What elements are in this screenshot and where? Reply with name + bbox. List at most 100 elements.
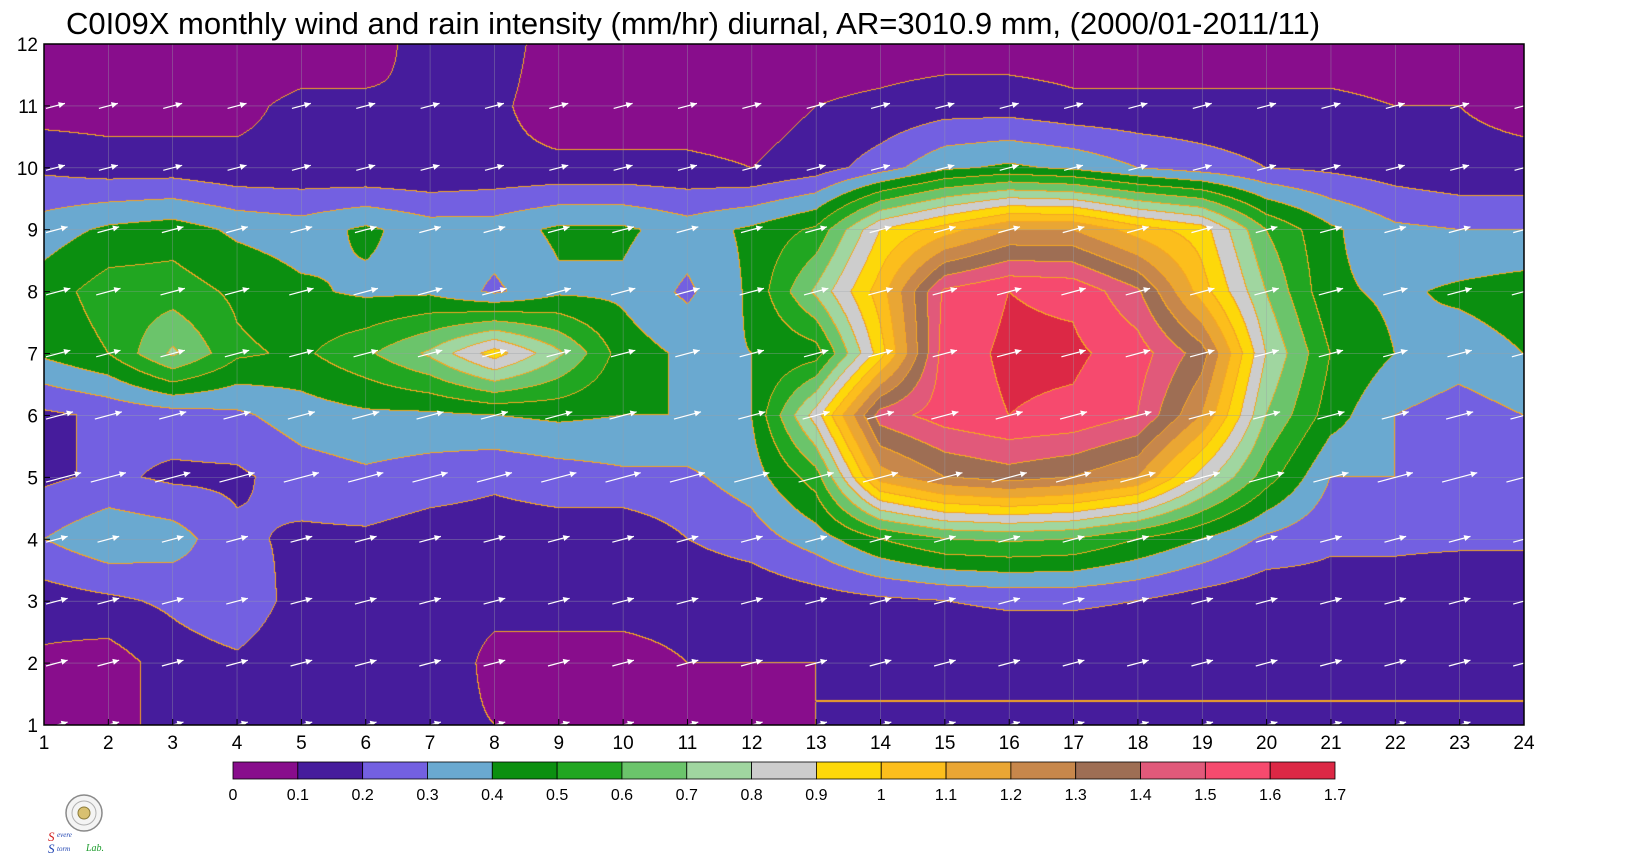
logo-lab-text: Lab. <box>85 843 104 854</box>
wind-arrow <box>290 658 313 667</box>
wind-arrow <box>1319 596 1342 605</box>
wind-arrow <box>356 163 376 171</box>
x-tick-label: 8 <box>489 733 500 754</box>
wind-arrow <box>1447 287 1472 296</box>
wind-arrow <box>547 658 570 667</box>
wind-arrow <box>1450 102 1470 110</box>
wind-arrow <box>419 658 442 667</box>
wind-arrow <box>1448 225 1471 234</box>
wind-arrow <box>1191 535 1214 543</box>
wind-arrow <box>290 535 313 543</box>
x-tick-label: 2 <box>103 733 114 754</box>
wind-arrow <box>1124 410 1152 420</box>
x-tick-label: 1 <box>39 733 50 754</box>
x-tick-label: 15 <box>934 733 955 754</box>
x-tick-label: 13 <box>806 733 827 754</box>
wind-arrow <box>163 163 183 171</box>
colorbar-tick-label: 1.7 <box>1324 787 1346 804</box>
wind-arrow <box>1448 596 1471 605</box>
wind-arrow <box>90 471 127 483</box>
colorbar-tick-label: 1 <box>877 787 886 804</box>
colorbar-tick-label: 0 <box>229 787 238 804</box>
wind-arrow <box>97 535 120 543</box>
wind-arrow <box>991 471 1027 483</box>
wind-arrow <box>933 596 956 605</box>
wind-arrow <box>998 658 1021 667</box>
wind-arrow <box>933 535 956 543</box>
wind-arrow <box>1061 287 1086 296</box>
wind-arrow <box>476 471 513 483</box>
wind-arrow <box>868 287 893 296</box>
wind-arrow <box>45 287 71 296</box>
wind-arrow <box>161 658 184 667</box>
x-tick-label: 11 <box>678 733 698 754</box>
wind-arrow <box>1385 102 1405 110</box>
wind-arrow <box>482 348 507 358</box>
wind-arrow <box>868 348 893 358</box>
wind-arrow <box>931 410 959 420</box>
wind-arrow <box>98 102 118 110</box>
wind-arrow <box>675 348 700 358</box>
y-tick-label: 1 <box>27 716 38 737</box>
wind-arrow <box>1318 348 1344 358</box>
wind-arrow <box>291 102 312 110</box>
wind-arrow <box>1192 163 1212 171</box>
wind-arrow <box>1126 658 1149 667</box>
colorbar-swatch <box>686 761 752 780</box>
wind-arrow <box>549 102 569 110</box>
wind-arrow <box>869 658 892 667</box>
wind-arrow <box>1255 225 1278 234</box>
wind-arrow <box>290 225 313 234</box>
wind-arrow <box>45 596 68 605</box>
wind-arrow <box>1128 163 1148 171</box>
wind-arrow <box>484 163 505 171</box>
seal-center <box>77 806 91 820</box>
logo-storm-initial: S <box>48 841 55 855</box>
y-tick-label: 5 <box>27 468 38 489</box>
x-tick-label: 19 <box>1192 733 1213 754</box>
wind-arrow <box>612 596 635 605</box>
colorbar: 0 0.1 0.2 0.3 0.4 0.5 0.6 0.7 0.8 0.9 1 1.1 1.2 1.3 1.… <box>229 761 1346 804</box>
wind-arrow <box>227 102 247 110</box>
wind-arrow <box>935 102 955 110</box>
wind-arrow <box>541 471 577 483</box>
wind-arrow <box>226 658 249 667</box>
wind-arrow <box>1255 596 1278 605</box>
colorbar-tick-label: 0.4 <box>481 787 503 804</box>
colorbar-swatch <box>427 761 493 780</box>
wind-arrow <box>98 163 118 171</box>
wind-arrow <box>483 658 506 667</box>
wind-arrow <box>1321 163 1341 171</box>
wind-arrow <box>96 287 121 296</box>
wind-arrow <box>45 225 68 234</box>
wind-arrow <box>1319 658 1342 667</box>
wind-arrow <box>1319 225 1342 234</box>
wind-arrow <box>806 163 826 171</box>
wind-arrow <box>676 225 699 234</box>
wind-arrow <box>45 535 68 543</box>
wind-arrow <box>161 535 184 543</box>
colorbar-tick-label: 0.8 <box>740 787 762 804</box>
wind-arrow <box>1377 471 1414 483</box>
wind-vectors <box>45 102 1542 729</box>
wind-arrow <box>226 535 249 543</box>
wind-arrow <box>1126 535 1149 543</box>
y-tick-label: 2 <box>27 654 38 675</box>
wind-arrow <box>96 348 121 358</box>
wind-arrow <box>1063 163 1084 171</box>
wind-arrow <box>1382 287 1408 296</box>
x-tick-label: 9 <box>553 733 564 754</box>
colorbar-swatch <box>880 761 947 780</box>
wind-arrow <box>226 596 249 605</box>
wind-arrow <box>483 596 506 605</box>
colorbar-swatch <box>1010 761 1077 780</box>
wind-arrow <box>223 410 251 420</box>
wind-arrow <box>417 348 443 358</box>
colorbar-swatch <box>556 761 623 780</box>
wind-arrow <box>1191 596 1214 605</box>
x-tick-label: 6 <box>360 733 371 754</box>
wind-arrow <box>420 163 440 171</box>
wind-arrow <box>1126 225 1149 234</box>
wind-arrow <box>1256 102 1277 110</box>
